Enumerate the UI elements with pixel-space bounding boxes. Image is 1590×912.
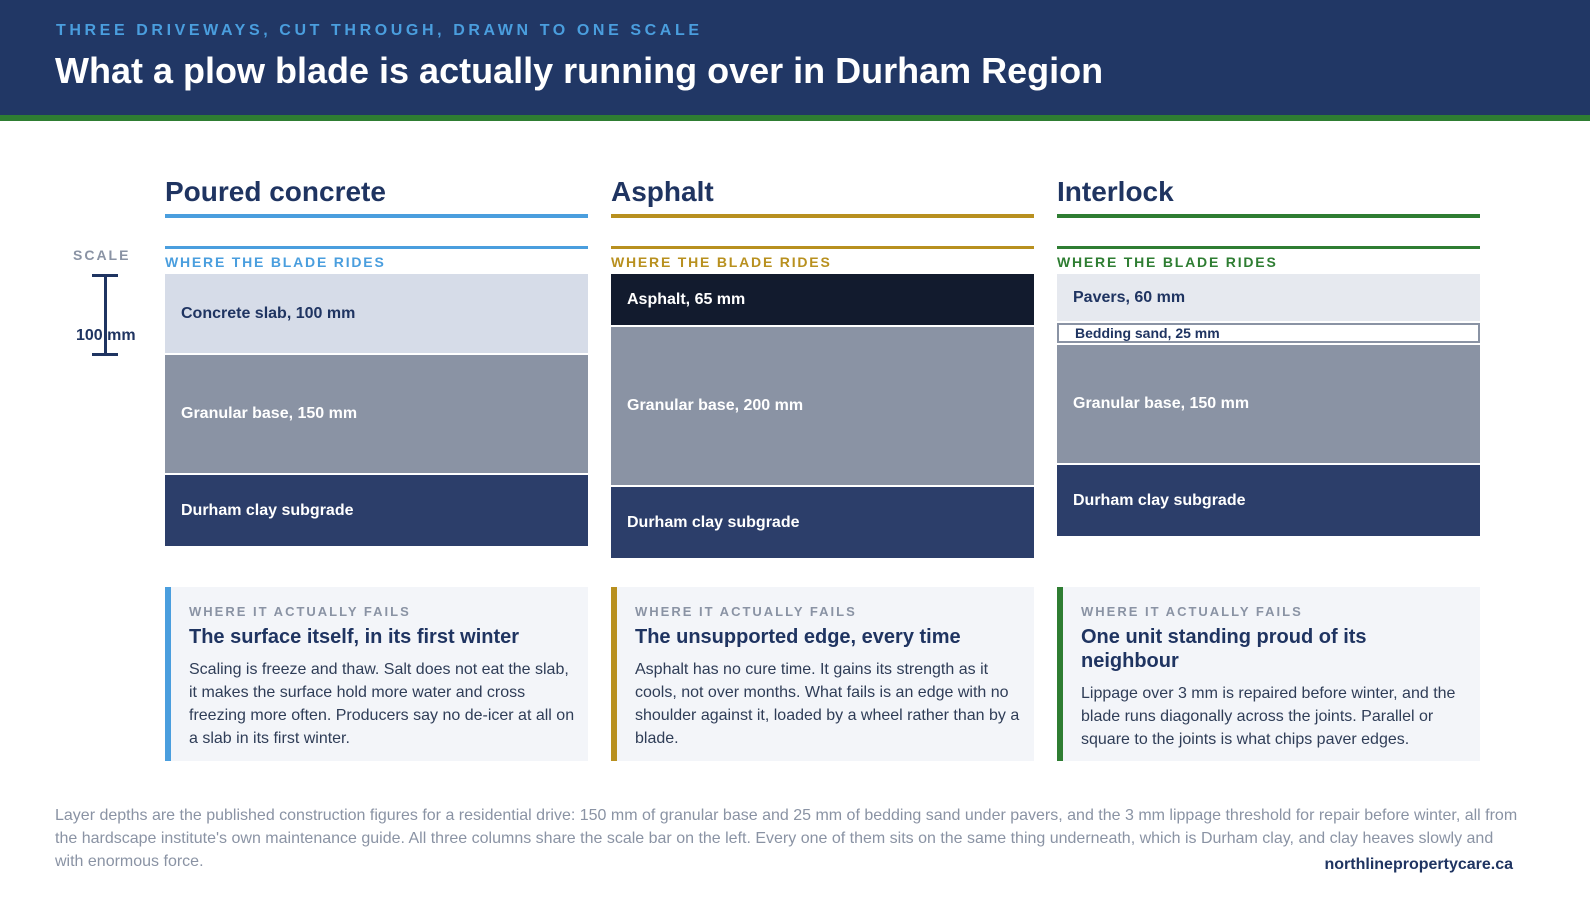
blade-label: WHERE THE BLADE RIDES xyxy=(611,254,832,270)
column-title-rule xyxy=(1057,214,1480,218)
scale-label: SCALE xyxy=(73,247,131,263)
layer-label: Asphalt, 65 mm xyxy=(627,290,746,308)
failure-card: WHERE IT ACTUALLY FAILS One unit standin… xyxy=(1057,587,1480,761)
failure-card-body: Scaling is freeze and thaw. Salt does no… xyxy=(189,661,575,747)
column-title-rule xyxy=(611,214,1034,218)
layer-label: Granular base, 150 mm xyxy=(181,405,358,422)
blade-line xyxy=(1057,246,1480,249)
layer-concrete-slab: Concrete slab, 100 mm xyxy=(165,274,588,353)
failure-card-body: Lippage over 3 mm is repaired before win… xyxy=(1081,685,1456,748)
column-title: Poured concrete xyxy=(165,176,386,207)
failure-card-body: Asphalt has no cure time. It gains its s… xyxy=(635,661,1020,747)
layer-label: Granular base, 200 mm xyxy=(627,397,804,414)
footnote: Layer depths are the published construct… xyxy=(55,807,1518,870)
blade-label: WHERE THE BLADE RIDES xyxy=(165,254,386,270)
blade-line xyxy=(165,246,588,249)
column-title: Asphalt xyxy=(611,176,714,207)
layer-label: Concrete slab, 100 mm xyxy=(181,304,356,322)
blade-label: WHERE THE BLADE RIDES xyxy=(1057,254,1278,270)
scale-bar-icon xyxy=(92,274,118,356)
column-title: Interlock xyxy=(1057,176,1174,207)
layer-label: Pavers, 60 mm xyxy=(1073,288,1186,306)
layer-pavers: Pavers, 60 mm xyxy=(1057,274,1480,321)
header-kicker: THREE DRIVEWAYS, CUT THROUGH, DRAWN TO O… xyxy=(56,22,703,39)
layer-granular-base: Granular base, 150 mm xyxy=(165,355,588,473)
layer-granular-base: Granular base, 150 mm xyxy=(1057,345,1480,463)
layer-label: Durham clay subgrade xyxy=(627,513,800,531)
layer-bedding-sand: Bedding sand, 25 mm xyxy=(1057,323,1480,343)
layer-label: Durham clay subgrade xyxy=(181,501,354,519)
site-url: northlinepropertycare.ca xyxy=(1324,856,1514,873)
layer-label: Durham clay subgrade xyxy=(1073,491,1246,509)
scale-value: 100 mm xyxy=(76,327,136,344)
failure-card-title: One unit standing proud of its neighbour xyxy=(1081,626,1367,672)
failure-card: WHERE IT ACTUALLY FAILS The surface itse… xyxy=(165,587,588,761)
failure-card-kicker: WHERE IT ACTUALLY FAILS xyxy=(635,604,857,619)
failure-card-kicker: WHERE IT ACTUALLY FAILS xyxy=(1081,604,1303,619)
layer-asphalt: Asphalt, 65 mm xyxy=(611,274,1034,325)
failure-card-accent xyxy=(165,587,171,761)
failure-card-title: The unsupported edge, every time xyxy=(635,626,961,648)
scale-bar-bottom-cap xyxy=(92,353,118,356)
layer-clay-subgrade: Durham clay subgrade xyxy=(611,487,1034,558)
layer-clay-subgrade: Durham clay subgrade xyxy=(1057,465,1480,536)
failure-card-accent xyxy=(611,587,617,761)
page-title: What a plow blade is actually running ov… xyxy=(55,50,1104,91)
layer-label: Bedding sand, 25 mm xyxy=(1075,325,1220,341)
layer-label: Granular base, 150 mm xyxy=(1073,395,1250,412)
layer-clay-subgrade: Durham clay subgrade xyxy=(165,475,588,546)
header-banner: THREE DRIVEWAYS, CUT THROUGH, DRAWN TO O… xyxy=(0,0,1590,115)
failure-card: WHERE IT ACTUALLY FAILS The unsupported … xyxy=(611,587,1034,761)
failure-card-kicker: WHERE IT ACTUALLY FAILS xyxy=(189,604,411,619)
column-title-rule xyxy=(165,214,588,218)
header-stripe xyxy=(0,115,1590,121)
failure-card-accent xyxy=(1057,587,1063,761)
failure-card-title: The surface itself, in its first winter xyxy=(189,626,520,648)
scale-bar-stem xyxy=(103,274,107,356)
blade-line xyxy=(611,246,1034,249)
layer-granular-base: Granular base, 200 mm xyxy=(611,327,1034,485)
